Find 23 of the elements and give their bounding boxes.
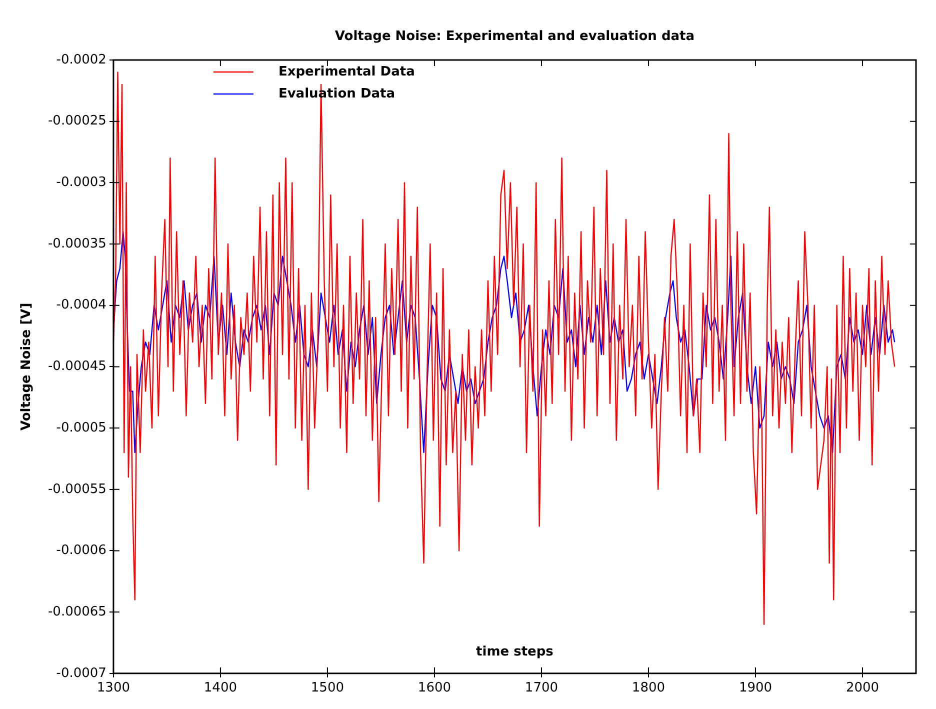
legend-label: Experimental Data (278, 64, 415, 80)
y-tick-label: -0.00025 (48, 114, 106, 129)
x-tick-label: 2000 (846, 680, 880, 696)
y-tick-label: -0.00035 (48, 236, 106, 252)
y-tick-label: -0.00045 (48, 359, 106, 374)
y-tick-label: -0.0007 (56, 666, 106, 681)
x-tick-label: 1600 (418, 680, 452, 696)
x-tick-label: 1500 (310, 680, 344, 696)
y-tick-label: -0.0002 (56, 52, 106, 68)
y-axis-title: Voltage Noise [V] (19, 302, 34, 431)
x-axis-title: time steps (476, 644, 554, 660)
x-tick-label: 1700 (524, 680, 558, 696)
chart-title: Voltage Noise: Experimental and evaluation data (334, 29, 695, 44)
x-tick-label: 1400 (204, 680, 238, 696)
y-tick-label: -0.00065 (48, 604, 106, 620)
y-tick-label: -0.0004 (56, 298, 106, 313)
x-tick-label: 1300 (96, 680, 130, 696)
y-tick-label: -0.0006 (56, 543, 106, 558)
x-tick-label: 1900 (738, 680, 772, 696)
x-tick-label: 1800 (632, 680, 666, 696)
y-tick-label: -0.0005 (56, 420, 106, 436)
y-tick-label: -0.00055 (48, 482, 106, 497)
y-tick-label: -0.0003 (56, 175, 106, 190)
